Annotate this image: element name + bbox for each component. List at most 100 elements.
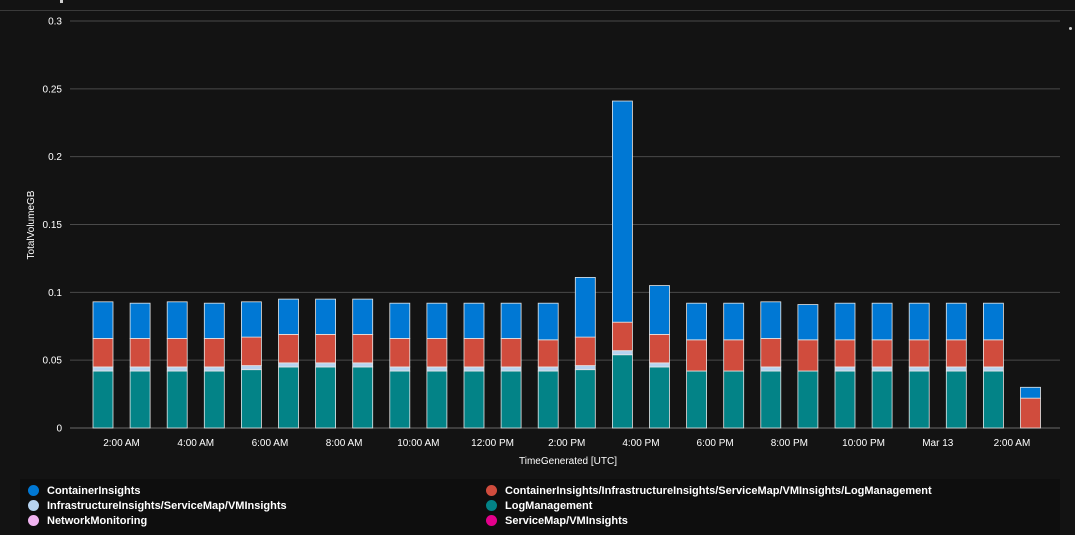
bar-segment[interactable] — [574, 369, 596, 429]
bar-segment[interactable] — [1020, 386, 1041, 399]
bar-stack[interactable] — [983, 302, 1004, 429]
bar-stack[interactable] — [612, 100, 633, 429]
bar-segment[interactable] — [203, 338, 225, 368]
bar-segment[interactable] — [463, 338, 485, 368]
legend-item-infrastructureinsights[interactable]: InfrastructureInsights/ServiceMap/VMInsi… — [28, 498, 287, 513]
more-options-icon[interactable] — [1069, 27, 1072, 30]
bar-segment[interactable] — [500, 366, 522, 372]
bar-segment[interactable] — [166, 370, 188, 429]
bar-stack[interactable] — [797, 304, 819, 429]
bar-segment[interactable] — [537, 366, 559, 372]
bar-segment[interactable] — [129, 338, 151, 368]
bar-stack[interactable] — [240, 301, 262, 429]
bar-segment[interactable] — [129, 302, 151, 339]
bar-segment[interactable] — [240, 365, 262, 371]
bar-segment[interactable] — [649, 333, 670, 364]
bar-segment[interactable] — [315, 298, 337, 335]
bar-segment[interactable] — [500, 370, 522, 429]
bar-segment[interactable] — [500, 338, 522, 368]
bar-segment[interactable] — [463, 370, 485, 429]
bar-segment[interactable] — [760, 338, 782, 368]
bar-stack[interactable] — [166, 301, 188, 429]
bar-segment[interactable] — [945, 339, 967, 368]
bar-segment[interactable] — [760, 370, 782, 429]
bar-stack[interactable] — [760, 301, 782, 429]
legend-item-networkmonitoring[interactable]: NetworkMonitoring — [28, 513, 147, 528]
bar-stack[interactable] — [500, 302, 522, 429]
bar-segment[interactable] — [834, 302, 856, 341]
bar-segment[interactable] — [166, 301, 188, 339]
bar-segment[interactable] — [908, 339, 930, 368]
bar-segment[interactable] — [92, 366, 114, 372]
bar-segment[interactable] — [760, 301, 782, 339]
bar-segment[interactable] — [426, 338, 448, 368]
bar-segment[interactable] — [315, 366, 337, 429]
bar-segment[interactable] — [1020, 397, 1041, 429]
bar-stack[interactable] — [352, 298, 374, 429]
bar-stack[interactable] — [129, 302, 151, 429]
bar-segment[interactable] — [352, 298, 374, 335]
bar-segment[interactable] — [203, 366, 225, 372]
bar-segment[interactable] — [686, 339, 707, 372]
bar-stack[interactable] — [686, 302, 707, 429]
bar-segment[interactable] — [278, 362, 299, 368]
bar-segment[interactable] — [871, 370, 893, 429]
bar-segment[interactable] — [129, 370, 151, 429]
bar-segment[interactable] — [797, 339, 819, 372]
bar-segment[interactable] — [240, 336, 262, 366]
bar-segment[interactable] — [797, 304, 819, 341]
bar-segment[interactable] — [649, 366, 670, 429]
bar-segment[interactable] — [834, 370, 856, 429]
bar-segment[interactable] — [612, 321, 633, 352]
bar-segment[interactable] — [908, 302, 930, 341]
bar-segment[interactable] — [463, 366, 485, 372]
bar-segment[interactable] — [649, 362, 670, 368]
bar-segment[interactable] — [723, 370, 745, 429]
bar-stack[interactable] — [92, 301, 114, 429]
bar-segment[interactable] — [537, 339, 559, 368]
bar-segment[interactable] — [92, 370, 114, 429]
bar-segment[interactable] — [945, 366, 967, 372]
bar-segment[interactable] — [723, 302, 745, 341]
bar-segment[interactable] — [426, 302, 448, 339]
bar-segment[interactable] — [352, 366, 374, 429]
bar-stack[interactable] — [278, 298, 299, 429]
bar-segment[interactable] — [983, 370, 1004, 429]
bar-segment[interactable] — [203, 302, 225, 339]
bar-segment[interactable] — [278, 366, 299, 429]
bar-stack[interactable] — [426, 302, 448, 429]
bar-stack[interactable] — [834, 302, 856, 429]
bar-segment[interactable] — [500, 302, 522, 339]
bar-segment[interactable] — [574, 336, 596, 366]
bar-segment[interactable] — [315, 362, 337, 368]
bar-segment[interactable] — [389, 338, 411, 368]
bar-segment[interactable] — [315, 333, 337, 364]
bar-segment[interactable] — [166, 366, 188, 372]
legend-item-combined[interactable]: ContainerInsights/InfrastructureInsights… — [486, 483, 932, 498]
bar-segment[interactable] — [983, 302, 1004, 341]
bar-segment[interactable] — [352, 333, 374, 364]
bar-segment[interactable] — [834, 366, 856, 372]
bar-segment[interactable] — [352, 362, 374, 368]
legend-item-logmanagement[interactable]: LogManagement — [486, 498, 592, 513]
bar-stack[interactable] — [463, 302, 485, 429]
bar-stack[interactable] — [574, 277, 596, 429]
bar-stack[interactable] — [203, 302, 225, 429]
legend-item-servicemap[interactable]: ServiceMap/VMInsights — [486, 513, 628, 528]
bar-segment[interactable] — [908, 370, 930, 429]
bar-segment[interactable] — [983, 339, 1004, 368]
bar-segment[interactable] — [649, 285, 670, 335]
bar-segment[interactable] — [908, 366, 930, 372]
bar-segment[interactable] — [612, 354, 633, 429]
bar-segment[interactable] — [612, 350, 633, 356]
bar-segment[interactable] — [871, 302, 893, 341]
bar-segment[interactable] — [389, 302, 411, 339]
bar-segment[interactable] — [760, 366, 782, 372]
bar-segment[interactable] — [945, 302, 967, 341]
bar-segment[interactable] — [686, 302, 707, 341]
bar-segment[interactable] — [240, 301, 262, 338]
bar-segment[interactable] — [92, 338, 114, 368]
bar-stack[interactable] — [315, 298, 337, 429]
bar-segment[interactable] — [426, 370, 448, 429]
bar-segment[interactable] — [278, 298, 299, 335]
